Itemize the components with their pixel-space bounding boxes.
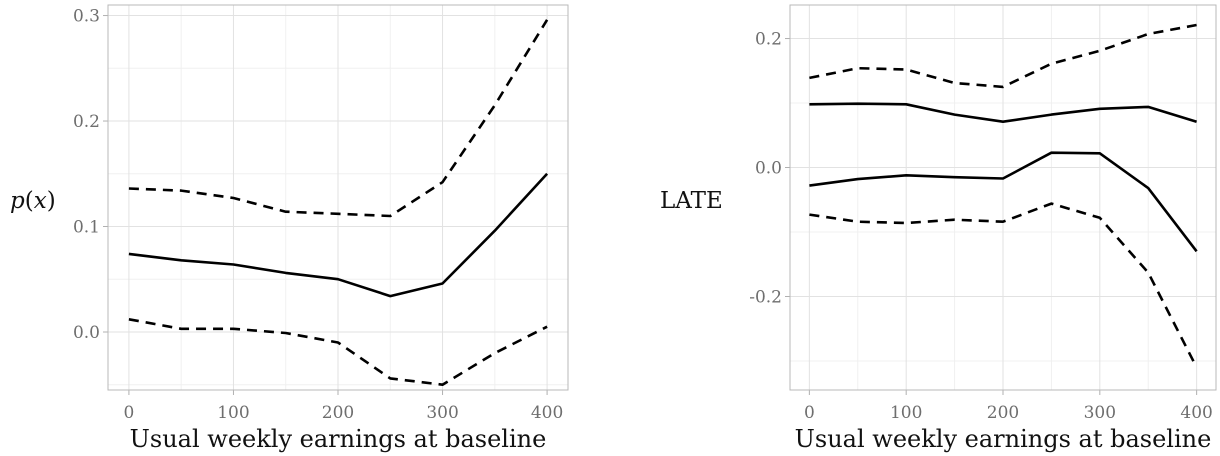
x-tick-label: 100 — [890, 403, 922, 423]
x-tick-label: 100 — [217, 403, 249, 423]
y-tick-label: 0.0 — [73, 323, 100, 343]
y-axis-title: p(x) — [10, 188, 56, 214]
solid-line-series-0 — [128, 172, 549, 298]
dashed-line-series-2 — [809, 23, 1197, 89]
x-tick-label: 300 — [426, 403, 458, 423]
x-tick-label: 200 — [987, 403, 1019, 423]
y-axis-title: LATE — [660, 188, 723, 214]
x-tick-label: 400 — [531, 403, 563, 423]
dashed-line-series-3 — [809, 202, 1198, 368]
plot-area-border — [789, 4, 1217, 391]
y-tick-label: 0.2 — [73, 112, 100, 132]
y-tick-label: -0.2 — [749, 287, 782, 307]
x-tick-label: 300 — [1084, 403, 1116, 423]
right-chart-panel: 0 100 200 300 400 -0.2 0.0 0.2 Usual weekly earn… — [660, 4, 1217, 453]
x-tick-label: 0 — [123, 403, 134, 423]
left-chart-panel: 0 100 200 300 400 0.0 0.1 0.2 0.3 Usual weekly ea… — [10, 4, 569, 453]
plot-area-border — [107, 4, 569, 391]
solid-line-series-1 — [809, 151, 1198, 253]
x-tick-label: 0 — [804, 403, 815, 423]
y-tick-label: 0.1 — [73, 218, 100, 238]
dashed-line-series-2 — [128, 318, 548, 387]
solid-line-series-0 — [809, 102, 1197, 123]
x-tick-label: 200 — [322, 403, 354, 423]
x-axis-title: Usual weekly earnings at baseline — [795, 425, 1212, 453]
y-tick-label: 0.3 — [73, 7, 100, 27]
y-tick-label: 0.2 — [755, 30, 782, 50]
x-axis-title: Usual weekly earnings at baseline — [130, 425, 547, 453]
dashed-line-series-1 — [128, 19, 549, 218]
x-tick-label: 400 — [1180, 403, 1212, 423]
y-tick-label: 0.0 — [755, 159, 782, 179]
